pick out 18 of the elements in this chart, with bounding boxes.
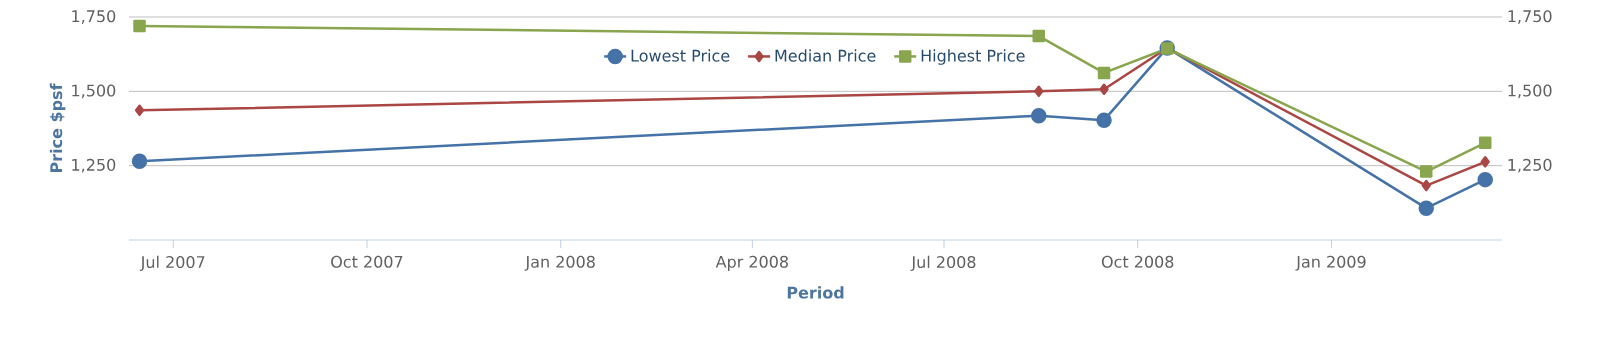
y-tick-label: 1,750	[72, 10, 116, 24]
x-tick-label: Jul 2007	[139, 255, 205, 272]
legend-label: Median Price	[775, 49, 876, 62]
y-tick-label: 1,500	[72, 84, 116, 99]
x-axis-title: Period	[787, 286, 844, 299]
y2-tick-label: 1,750	[1508, 10, 1552, 24]
x-tick-label: Apr 2008	[715, 255, 788, 271]
x-tick-label: Jul 2008	[910, 255, 976, 272]
y-axis-title: Price $psf	[49, 83, 66, 173]
x-tick-label: Oct 2008	[1101, 255, 1174, 268]
x-tick-label: Oct 2007	[331, 255, 403, 268]
x-tick-label: Jan 2009	[1295, 255, 1366, 271]
y-tick-label: 1,250	[72, 158, 116, 173]
y2-tick-label: 1,250	[1508, 158, 1552, 173]
x-tick-label: Jan 2008	[524, 255, 595, 271]
legend-label: Highest Price	[921, 49, 1025, 65]
y2-tick-label: 1,500	[1508, 84, 1552, 99]
legend-label: Lowest Price	[631, 49, 730, 62]
